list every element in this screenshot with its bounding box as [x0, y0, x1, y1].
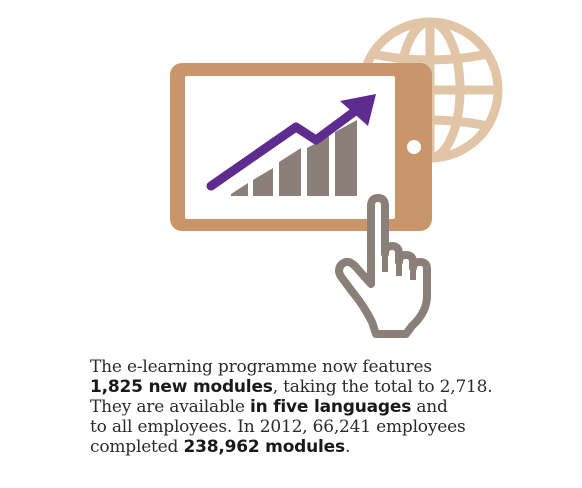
caption-text: The e-learning programme now features 1,… [90, 357, 560, 457]
caption-line-3-start: They are available [90, 397, 250, 417]
languages-highlight: in five languages [249, 397, 412, 417]
caption-line-3-rest: and [411, 397, 448, 417]
caption-line-5-start: completed [90, 437, 184, 457]
caption-line-2-text: , taking the total to 2,718. [272, 377, 493, 397]
new-modules-highlight: 1,825 new modules [90, 377, 273, 397]
caption-line-4: to all employees. In 2012, 66,241 employ… [90, 417, 560, 437]
caption-line-3: They are available in five languages and [90, 397, 560, 417]
tablet-icon [170, 63, 432, 231]
caption-line-1-text: The e-learning programme now features [90, 357, 432, 377]
chart-bar-2 [253, 168, 273, 196]
caption-line-2: 1,825 new modules, taking the total to 2… [90, 377, 560, 397]
chart-bar-1 [231, 183, 248, 196]
pointing-hand-icon [335, 194, 431, 338]
caption-line-5: completed 238,962 modules. [90, 437, 560, 457]
chart-bar-4 [307, 136, 329, 196]
caption-line-4-text: to all employees. In 2012, 66,241 employ… [90, 417, 466, 437]
completed-modules-highlight: 238,962 modules [183, 437, 345, 457]
e-learning-illustration [170, 17, 503, 338]
tablet-home-button [407, 140, 421, 154]
growth-chart-icon [231, 120, 357, 196]
chart-bar-3 [279, 148, 301, 196]
caption-line-5-rest: . [344, 437, 351, 457]
upward-trend-arrow-icon [206, 94, 376, 191]
caption-line-1: The e-learning programme now features [90, 357, 560, 377]
chart-bar-5 [335, 120, 357, 196]
